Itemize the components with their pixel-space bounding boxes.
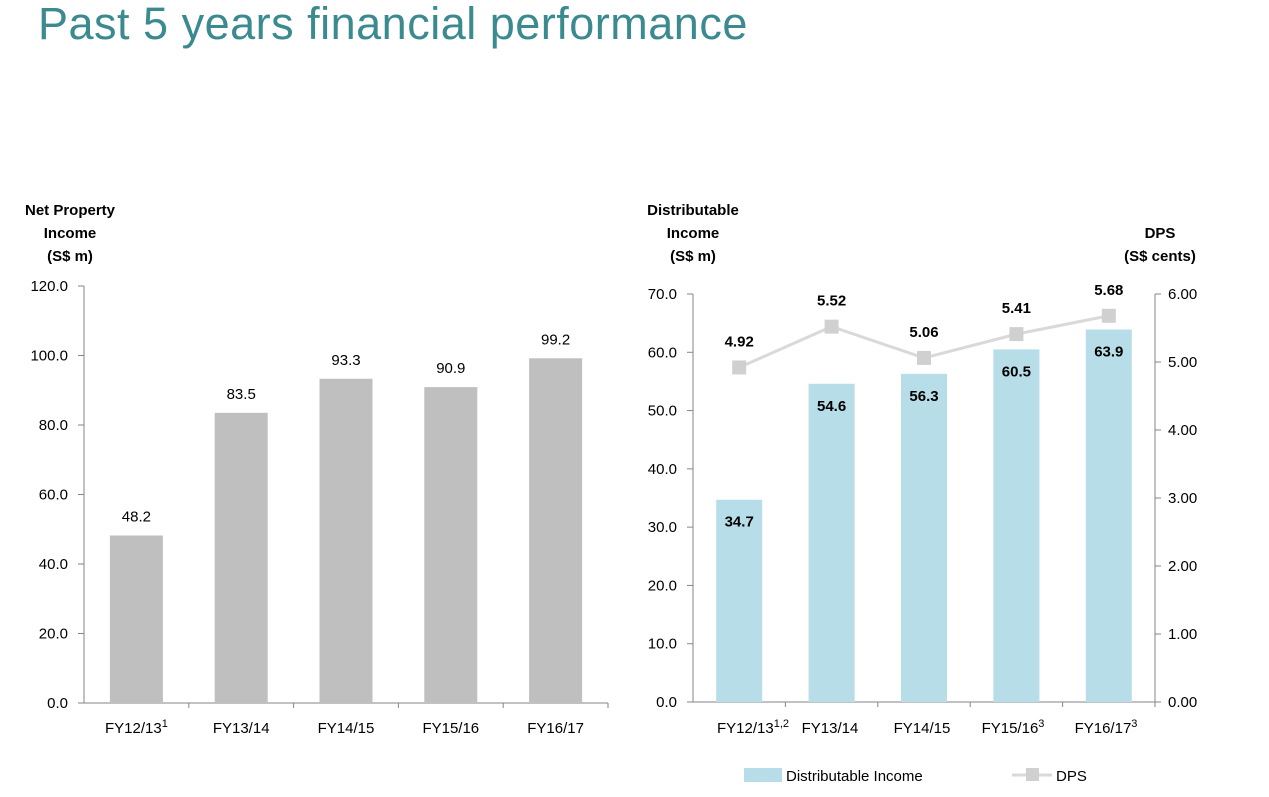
npi-data-label: 83.5 [227, 386, 256, 403]
dps-marker [917, 350, 931, 365]
di-bar [993, 349, 1040, 702]
npi-y-tick-label: 40.0 [39, 556, 68, 573]
dps-data-label: 4.92 [725, 333, 754, 350]
dps-marker [824, 319, 839, 334]
di-x-tick-label: FY12/131,2 [717, 718, 789, 737]
di-data-label: 56.3 [909, 388, 938, 405]
dps-axis-title-line: DPS [1145, 225, 1176, 242]
npi-bar [319, 378, 373, 703]
di-x-tick-label: FY15/163 [982, 718, 1045, 737]
npi-axis-title-line: Income [44, 225, 97, 242]
npi-axis-title-line: (S$ m) [47, 248, 93, 265]
di-bar [808, 383, 855, 702]
di-data-label: 60.5 [1002, 363, 1031, 380]
dps-data-label: 5.41 [1002, 300, 1031, 317]
di-axis-title-line: Distributable [647, 202, 739, 219]
dps-y-tick-label: 1.00 [1168, 626, 1197, 643]
npi-data-label: 99.2 [541, 331, 570, 348]
dps-marker [732, 360, 747, 375]
di-bar [901, 373, 947, 702]
npi-data-label: 90.9 [436, 360, 465, 377]
npi-data-label: 48.2 [122, 509, 151, 526]
npi-x-tick-label: FY12/131 [105, 718, 168, 737]
dps-y-tick-label: 6.00 [1168, 286, 1197, 303]
npi-x-tick-label: FY13/14 [213, 720, 270, 737]
npi-y-tick-label: 60.0 [39, 487, 68, 504]
di-y-tick-label: 0.0 [656, 694, 677, 711]
di-x-tick-label: FY13/14 [802, 720, 859, 737]
di-x-tick-label: FY16/173 [1075, 718, 1138, 737]
di-y-tick-label: 20.0 [648, 577, 677, 594]
npi-y-tick-label: 100.0 [30, 348, 68, 365]
npi-x-tick-label: FY14/15 [318, 720, 375, 737]
dps-y-tick-label: 5.00 [1168, 354, 1197, 371]
di-x-tick-label: FY14/15 [894, 720, 951, 737]
npi-y-tick-label: 120.0 [30, 278, 68, 295]
legend-label-dps: DPS [1056, 768, 1087, 785]
npi-bar [424, 387, 478, 703]
di-y-tick-label: 30.0 [648, 519, 677, 536]
di-axis-title-line: (S$ m) [670, 248, 716, 265]
legend-swatch-dps-marker [1026, 768, 1039, 781]
npi-x-tick-label: FY15/16 [422, 720, 479, 737]
npi-bar [214, 412, 268, 703]
npi-y-tick-label: 80.0 [39, 417, 68, 434]
dps-marker [1009, 327, 1024, 342]
legend-label-di: Distributable Income [786, 768, 923, 785]
di-y-tick-label: 70.0 [648, 286, 677, 303]
page-title: Past 5 years financial performance [38, 0, 748, 49]
npi-bar [109, 535, 163, 703]
npi-bar [529, 358, 583, 703]
dps-y-tick-label: 4.00 [1168, 422, 1197, 439]
di-data-label: 54.6 [817, 398, 846, 415]
dps-marker [1101, 308, 1116, 323]
di-axis-title-line: Income [667, 225, 720, 242]
npi-data-label: 93.3 [331, 352, 360, 369]
npi-y-tick-label: 0.0 [47, 695, 68, 712]
di-y-tick-label: 50.0 [648, 403, 677, 420]
dps-data-label: 5.52 [817, 293, 846, 310]
di-y-tick-label: 10.0 [648, 636, 677, 653]
di-data-label: 63.9 [1094, 344, 1123, 361]
di-data-label: 34.7 [725, 514, 754, 531]
dps-data-label: 5.06 [909, 324, 938, 341]
dps-axis-title-line: (S$ cents) [1124, 248, 1196, 265]
di-bar [716, 499, 763, 702]
di-bar [1085, 329, 1132, 702]
dps-y-tick-label: 2.00 [1168, 558, 1197, 575]
npi-x-tick-label: FY16/17 [527, 720, 584, 737]
npi-axis-title-line: Net Property [25, 202, 116, 219]
di-y-tick-label: 40.0 [648, 461, 677, 478]
di-y-tick-label: 60.0 [648, 344, 677, 361]
dps-data-label: 5.68 [1094, 282, 1123, 299]
npi-y-tick-label: 20.0 [39, 626, 68, 643]
dps-y-tick-label: 3.00 [1168, 490, 1197, 507]
legend-swatch-di [744, 768, 782, 782]
dps-y-tick-label: 0.00 [1168, 694, 1197, 711]
